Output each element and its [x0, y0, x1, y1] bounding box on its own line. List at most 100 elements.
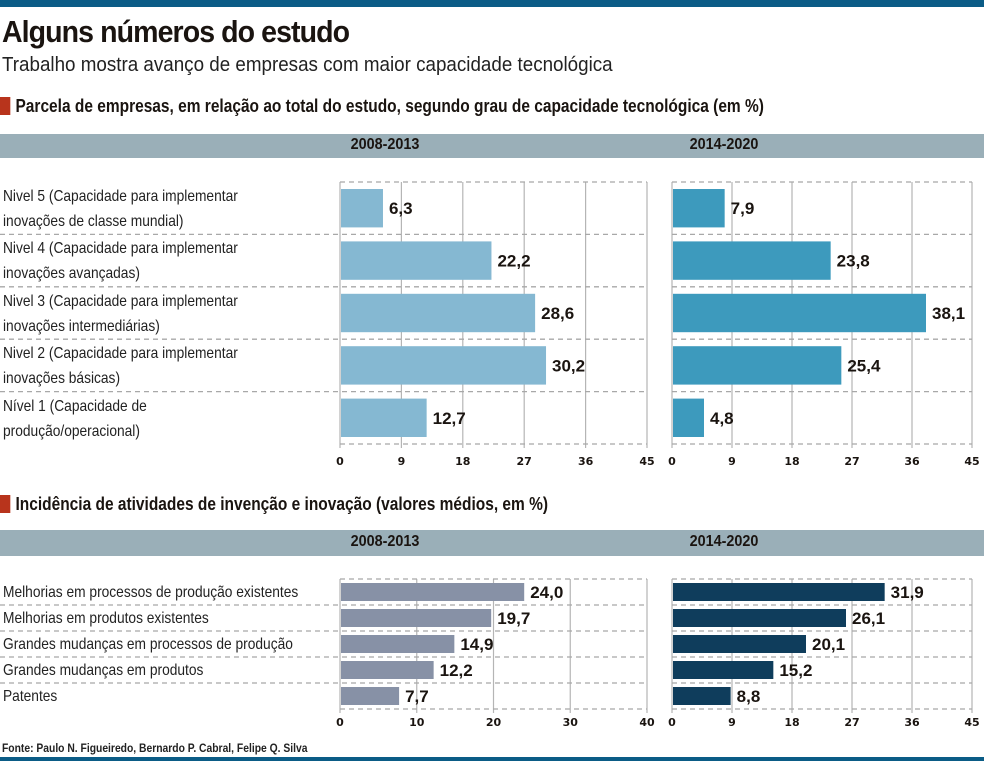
bar	[673, 635, 806, 653]
x-tick-label: 36	[904, 716, 920, 729]
bar	[341, 293, 536, 333]
x-tick-label: 18	[784, 455, 799, 468]
bar	[673, 346, 842, 385]
x-tick-label: 9	[728, 716, 736, 729]
bar	[341, 398, 427, 437]
section-heading-text: Parcela de empresas, em relação ao total…	[15, 96, 764, 116]
bar	[673, 241, 831, 280]
category-label-line: inovações básicas)	[3, 370, 121, 388]
section-marker-icon	[0, 97, 11, 115]
category-label-line: produção/operacional)	[3, 422, 140, 440]
x-tick-label: 0	[336, 716, 344, 729]
period-band-1	[0, 134, 984, 158]
x-tick-label: 30	[563, 716, 579, 729]
category-label: Patentes	[3, 685, 57, 709]
bar-value-label: 8,8	[737, 687, 761, 706]
x-tick-label: 45	[964, 455, 979, 468]
section-heading-2: Incidência de atividades de invenção e i…	[0, 494, 548, 515]
x-tick-label: 18	[784, 716, 799, 729]
category-label: Melhorias em produtos existentes	[3, 607, 209, 631]
category-label: Grandes mudanças em produtos	[3, 659, 203, 683]
bar	[341, 583, 525, 601]
bar	[341, 346, 547, 385]
bar-value-label: 28,6	[541, 304, 574, 323]
bar-value-label: 6,3	[389, 199, 413, 218]
section-marker-icon	[0, 495, 11, 513]
category-label: Nivel 5 (Capacidade para implementar inov…	[3, 184, 238, 234]
bar	[341, 661, 434, 679]
page-subtitle: Trabalho mostra avanço de empresas com m…	[2, 54, 613, 76]
category-label-line: Nivel 4 (Capacidade para implementar	[3, 240, 238, 258]
x-tick-label: 9	[398, 455, 406, 468]
category-label-line: inovações intermediárias)	[3, 317, 160, 335]
category-label-line: Nível 1 (Capacidade de	[3, 397, 147, 415]
bar-value-label: 20,1	[812, 635, 845, 654]
bar-value-label: 14,9	[460, 635, 493, 654]
x-tick-label: 0	[668, 455, 676, 468]
bar	[673, 398, 704, 437]
bar	[673, 583, 885, 601]
bar-value-label: 25,4	[847, 356, 881, 375]
period-label-2008-2013: 2008-2013	[350, 136, 420, 153]
category-label-line: inovações de classe mundial)	[3, 213, 184, 230]
x-tick-label: 27	[517, 455, 532, 468]
category-label-line: Nivel 5 (Capacidade para implementar	[3, 188, 238, 205]
x-tick-label: 36	[578, 455, 594, 468]
bar	[673, 189, 725, 228]
period-band-2	[0, 530, 984, 556]
page-title: Alguns números do estudo	[2, 14, 350, 49]
bar-value-label: 12,7	[433, 409, 466, 428]
x-tick-label: 18	[455, 455, 470, 468]
category-label-line: Patentes	[3, 688, 58, 705]
x-tick-label: 10	[409, 716, 425, 729]
bar-value-label: 38,1	[932, 304, 965, 323]
bar	[341, 241, 492, 280]
x-tick-label: 36	[904, 455, 920, 468]
bar-value-label: 24,0	[530, 583, 563, 602]
bar-value-label: 12,2	[440, 661, 473, 680]
bar-value-label: 30,2	[552, 356, 585, 375]
top-bar	[0, 0, 984, 7]
category-label: Melhorias em processos de produção exist…	[3, 581, 298, 605]
x-tick-label: 0	[668, 716, 676, 729]
x-tick-label: 27	[844, 716, 859, 729]
bar	[341, 189, 383, 228]
bar-value-label: 31,9	[891, 583, 924, 602]
category-label: Nivel 4 (Capacidade para implementar inov…	[3, 236, 238, 286]
category-label-line: Melhorias em processos de produção exist…	[3, 584, 299, 601]
bar	[341, 635, 455, 653]
category-label-line: Nivel 2 (Capacidade para implementar	[3, 345, 238, 363]
section-heading-text: Incidência de atividades de invenção e i…	[15, 494, 549, 514]
bar-value-label: 7,7	[405, 687, 429, 706]
bottom-bar	[0, 757, 984, 761]
x-tick-label: 0	[336, 455, 344, 468]
bar-value-label: 15,2	[779, 661, 812, 680]
period-label-2014-2020: 2014-2020	[689, 533, 759, 550]
category-label-line: Nivel 3 (Capacidade para implementar	[3, 292, 238, 310]
bar	[673, 687, 731, 705]
category-label-line: Grandes mudanças em processos de produçã…	[3, 636, 293, 653]
bar	[673, 609, 846, 627]
bar	[673, 293, 926, 333]
bar-value-label: 22,2	[497, 252, 530, 271]
x-tick-label: 45	[964, 716, 979, 729]
section-heading-1: Parcela de empresas, em relação ao total…	[0, 96, 764, 117]
bar	[673, 661, 774, 679]
x-tick-label: 20	[486, 716, 502, 729]
bar-value-label: 4,8	[710, 409, 734, 428]
source-note: Fonte: Paulo N. Figueiredo, Bernardo P. …	[2, 741, 308, 755]
bar-value-label: 26,1	[852, 609, 885, 628]
category-label-line: Grandes mudanças em produtos	[3, 662, 204, 679]
period-label-2008-2013: 2008-2013	[350, 533, 420, 550]
x-tick-label: 27	[844, 455, 859, 468]
category-label: Grandes mudanças em processos de produçã…	[3, 633, 293, 657]
x-tick-label: 45	[639, 455, 654, 468]
category-label-line: inovações avançadas)	[3, 265, 140, 283]
bar-value-label: 23,8	[837, 252, 870, 271]
period-label-2014-2020: 2014-2020	[689, 136, 759, 153]
bar	[341, 609, 492, 627]
x-tick-label: 40	[639, 716, 655, 729]
category-label: Nivel 3 (Capacidade para implementar inov…	[3, 289, 238, 339]
bar-value-label: 19,7	[497, 609, 530, 628]
